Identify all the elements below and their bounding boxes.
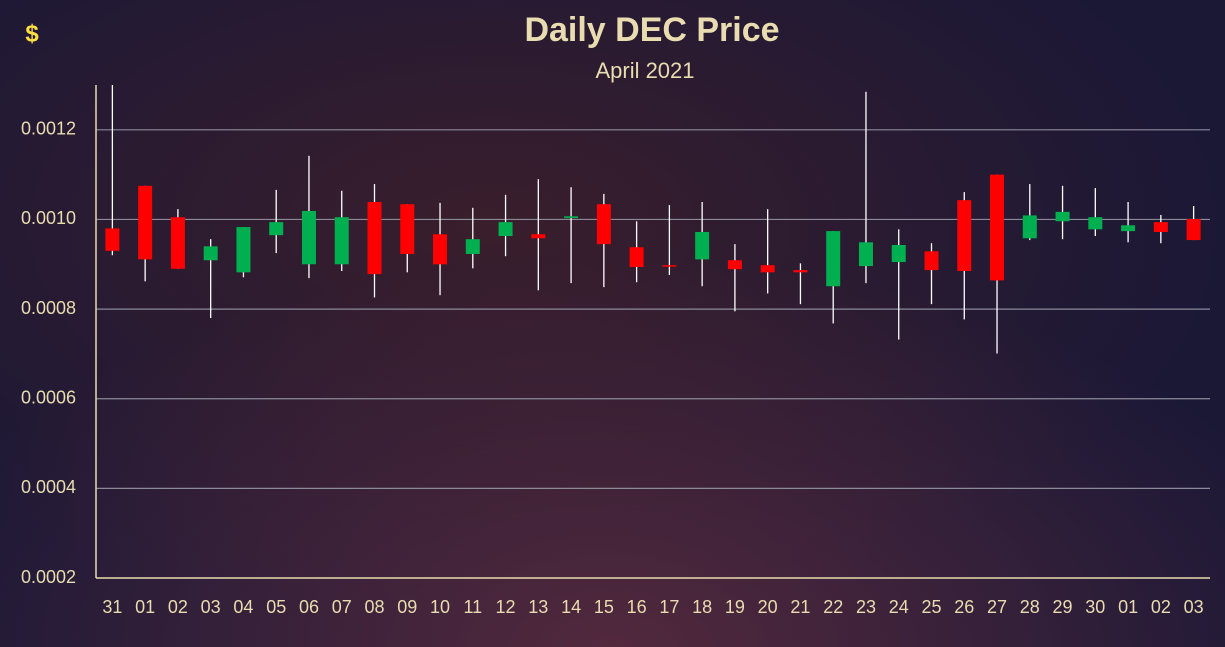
candle-body: [760, 265, 775, 273]
candle-body: [858, 242, 873, 267]
x-tick-label: 10: [430, 597, 450, 617]
candle-body: [990, 174, 1005, 281]
x-tick-label: 26: [954, 597, 974, 617]
x-tick-label: 02: [1151, 597, 1171, 617]
x-tick-label: 08: [364, 597, 384, 617]
candle-body: [1022, 215, 1037, 239]
candle-body: [793, 270, 808, 273]
x-tick-label: 18: [692, 597, 712, 617]
candle-body: [957, 200, 972, 271]
chart-title: Daily DEC Price: [524, 11, 779, 49]
x-tick-label: 13: [528, 597, 548, 617]
candle-body: [301, 210, 316, 265]
candle-body: [367, 201, 382, 275]
candle-body: [400, 204, 415, 254]
y-tick-label: 0.0006: [21, 387, 76, 407]
x-tick-label: 22: [823, 597, 843, 617]
x-tick-label: 20: [758, 597, 778, 617]
x-tick-label: 11: [463, 597, 482, 617]
x-tick-label: 31: [102, 597, 122, 617]
x-tick-label: 06: [299, 597, 319, 617]
x-tick-label: 03: [201, 597, 221, 617]
candle-body: [629, 247, 644, 267]
candle-body: [695, 232, 710, 260]
x-tick-label: 01: [1118, 597, 1138, 617]
x-tick-label: 07: [332, 597, 352, 617]
x-tick-label: 30: [1085, 597, 1105, 617]
x-tick-label: 29: [1053, 597, 1073, 617]
candle-body: [334, 217, 349, 265]
y-tick-label: 0.0010: [21, 208, 76, 228]
x-tick-label: 19: [725, 597, 745, 617]
x-tick-label: 01: [135, 597, 155, 617]
y-tick-label: 0.0002: [21, 567, 76, 587]
candle-body: [203, 246, 218, 261]
candle-body: [1121, 225, 1136, 232]
candle-body: [498, 222, 513, 237]
candle-body: [531, 234, 546, 239]
candle-body: [727, 260, 742, 270]
x-tick-label: 09: [397, 597, 417, 617]
x-tick-label: 12: [496, 597, 516, 617]
candle-body: [433, 234, 448, 265]
x-tick-label: 05: [266, 597, 286, 617]
y-tick-label: 0.0012: [21, 119, 76, 139]
candle-body: [1088, 217, 1103, 230]
x-tick-label: 25: [921, 597, 941, 617]
candle-body: [1186, 219, 1201, 241]
candle-body: [269, 222, 284, 236]
x-tick-label: 27: [987, 597, 1007, 617]
candle-body: [465, 239, 480, 254]
x-tick-label: 24: [889, 597, 909, 617]
x-tick-label: 16: [627, 597, 647, 617]
x-tick-label: 17: [659, 597, 679, 617]
candle-body: [662, 265, 677, 267]
candle-body: [564, 216, 579, 219]
candle-body: [138, 185, 153, 260]
candle-body: [596, 204, 611, 245]
candle-body: [1153, 222, 1168, 233]
y-tick-label: 0.0004: [21, 477, 76, 497]
x-tick-label: 23: [856, 597, 876, 617]
candle-body: [924, 251, 939, 271]
x-tick-label: 14: [561, 597, 581, 617]
chart-subtitle: April 2021: [595, 58, 694, 83]
x-tick-label: 04: [233, 597, 253, 617]
candle-body: [170, 217, 185, 269]
x-tick-label: 15: [594, 597, 614, 617]
x-tick-label: 02: [168, 597, 188, 617]
candle-body: [105, 228, 120, 251]
candle-body: [891, 245, 906, 263]
x-tick-label: 03: [1184, 597, 1204, 617]
y-tick-label: 0.0008: [21, 298, 76, 318]
candle-body: [826, 231, 841, 287]
x-tick-label: 21: [790, 597, 810, 617]
candle-body: [1055, 211, 1070, 222]
candle-body: [236, 227, 251, 273]
y-axis-label: $: [25, 20, 39, 47]
x-tick-label: 28: [1020, 597, 1040, 617]
